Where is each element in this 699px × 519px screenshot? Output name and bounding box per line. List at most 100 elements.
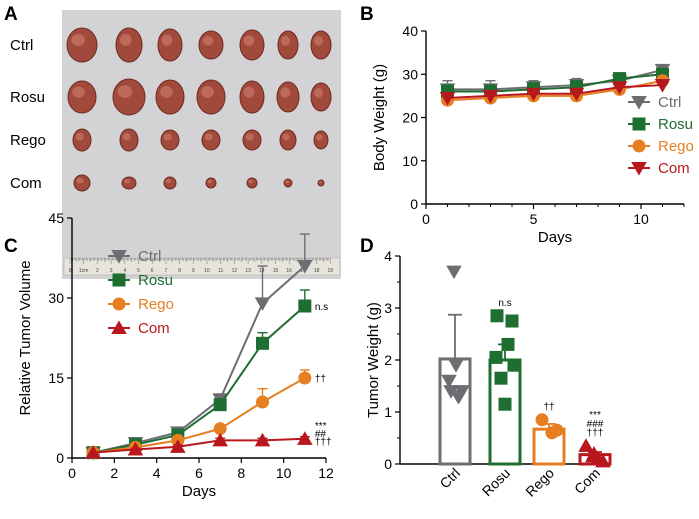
tumor-specimen [112, 78, 146, 116]
legend-label-com: Com [658, 160, 690, 177]
row-label-ctrl: Ctrl [10, 37, 33, 54]
panel-a-letter: A [4, 4, 18, 25]
data-point-rosu [498, 397, 512, 411]
panel-d-letter: D [360, 236, 374, 257]
tumor-specimen [239, 29, 265, 61]
tumor-highlight [119, 33, 132, 46]
tumor-specimen [160, 129, 180, 151]
series-line-com [447, 84, 663, 100]
panel-b-letter: B [360, 4, 374, 25]
data-point-com [525, 87, 542, 102]
x-tick-label-rego: Rego [522, 465, 557, 500]
tumor-highlight [314, 87, 323, 98]
tumor-specimen [121, 176, 137, 190]
ruler-number: 8 [178, 268, 181, 274]
y-axis-title: Relative Tumor Volume [17, 260, 34, 415]
legend-marker-rosu [112, 273, 126, 287]
panel-b-chart: 0 10 20 30 40 0 5 10 Days Body Weight (g) Ctrl Rosu… [371, 23, 694, 246]
legend-marker-ctrl [111, 249, 127, 264]
data-point-com [439, 92, 456, 106]
significance-annotation: ## [315, 429, 327, 440]
tumor-highlight [281, 35, 290, 46]
significance-annotation: †† [315, 374, 326, 385]
tumor-specimen [279, 129, 297, 151]
tumor-specimen [163, 176, 177, 190]
legend-label-com: Com [138, 320, 170, 337]
significance-annotation: ††† [587, 428, 604, 439]
ruler-number: 17 [300, 268, 306, 274]
tumor-highlight [163, 133, 172, 141]
y-tick-label: 4 [384, 248, 392, 264]
legend-marker-com [111, 320, 127, 335]
data-point-com [254, 432, 271, 447]
x-tick-label: 8 [237, 465, 245, 481]
series-line-ctrl [92, 265, 306, 454]
data-point-rosu [213, 398, 227, 412]
bar-group-rosu [488, 309, 522, 466]
data-point-ctrl [441, 374, 457, 389]
tumor-highlight [201, 85, 214, 98]
ruler-number: 5 [137, 268, 140, 274]
data-point-com [611, 81, 628, 95]
x-tick-label: 10 [276, 465, 292, 481]
x-tick-label: 5 [530, 211, 538, 227]
data-point-rosu [507, 358, 521, 372]
data-point-com [578, 438, 594, 452]
legend-marker-rego [632, 139, 646, 153]
tumor-specimen [115, 27, 143, 63]
data-point-ctrl [446, 265, 462, 280]
legend-label-rego: Rego [138, 296, 174, 313]
y-axis-title: Tumor Weight (g) [365, 302, 382, 418]
legend-label-ctrl: Ctrl [658, 94, 681, 111]
significance-annotation: †† [543, 402, 554, 413]
tumor-specimen [205, 177, 217, 189]
row-label-rosu: Rosu [10, 89, 45, 106]
tumor-specimen [239, 80, 265, 114]
tumor-highlight [71, 33, 85, 46]
tumor-highlight [243, 86, 255, 98]
legend-marker-rosu [632, 117, 646, 131]
tumor-highlight [243, 35, 255, 46]
x-tick-label: 2 [110, 465, 118, 481]
x-tick-label-ctrl: Ctrl [436, 465, 463, 492]
tumor-highlight [160, 85, 173, 98]
legend-label-ctrl: Ctrl [138, 248, 161, 265]
legend-marker-ctrl [631, 95, 647, 110]
panel-c-letter: C [4, 236, 18, 257]
tumor-specimen [73, 174, 91, 192]
bar-ctrl [438, 357, 472, 466]
x-tick-label: 6 [195, 465, 203, 481]
tumor-specimen [119, 128, 139, 152]
data-point-rego [298, 371, 312, 385]
ruler-number: 10 [204, 268, 210, 274]
x-tick-label-rosu: Rosu [479, 465, 513, 499]
significance-annotation: *** [589, 410, 601, 421]
tumor-highlight [318, 181, 322, 184]
bar-group-com [578, 438, 612, 468]
tumor-specimen [157, 28, 183, 62]
data-point-ctrl [450, 390, 466, 404]
tumor-highlight [316, 134, 323, 141]
y-tick-label: 10 [402, 153, 418, 169]
tumor-highlight [117, 85, 133, 98]
y-tick-label: 0 [56, 450, 64, 466]
ruler-number: 18 [314, 268, 320, 274]
y-tick-label: 15 [48, 370, 64, 386]
tumor-specimen [310, 82, 332, 112]
data-point-com [568, 87, 585, 102]
tumor-specimen [317, 179, 325, 187]
y-tick-label: 40 [402, 23, 418, 39]
series-line-com [93, 437, 305, 454]
data-point-rosu [494, 371, 508, 385]
data-point-com [297, 431, 313, 445]
data-point-rosu [505, 314, 519, 328]
ruler-number: 2 [96, 268, 99, 274]
ruler-number: 12 [232, 268, 238, 274]
data-point-ctrl [297, 259, 313, 274]
series-line-rosu [92, 305, 306, 454]
data-point-rosu [501, 337, 515, 351]
tumor-highlight [245, 133, 254, 141]
legend-label-rosu: Rosu [138, 272, 173, 289]
significance-annotation: n.s [498, 298, 511, 309]
